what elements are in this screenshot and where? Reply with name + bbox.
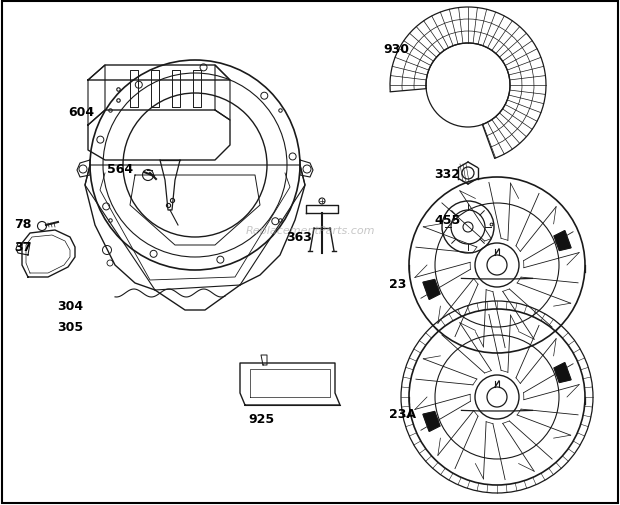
Text: 363: 363 bbox=[286, 231, 312, 243]
Text: 332: 332 bbox=[434, 168, 460, 181]
Text: 305: 305 bbox=[57, 320, 83, 333]
Text: ReplacementParts.com: ReplacementParts.com bbox=[246, 226, 374, 235]
Text: 78: 78 bbox=[14, 218, 32, 231]
Text: 455: 455 bbox=[434, 214, 460, 227]
Wedge shape bbox=[390, 8, 546, 164]
Text: 604: 604 bbox=[68, 106, 94, 119]
Text: 304: 304 bbox=[57, 299, 83, 313]
Polygon shape bbox=[423, 280, 440, 300]
Text: 23A: 23A bbox=[389, 407, 416, 420]
Text: 23: 23 bbox=[389, 277, 406, 290]
Text: 930: 930 bbox=[383, 43, 409, 56]
Polygon shape bbox=[423, 412, 440, 431]
Polygon shape bbox=[554, 363, 571, 383]
Text: 37: 37 bbox=[14, 240, 32, 254]
Text: 564: 564 bbox=[107, 163, 133, 176]
Polygon shape bbox=[554, 231, 571, 251]
Text: 925: 925 bbox=[248, 412, 274, 425]
